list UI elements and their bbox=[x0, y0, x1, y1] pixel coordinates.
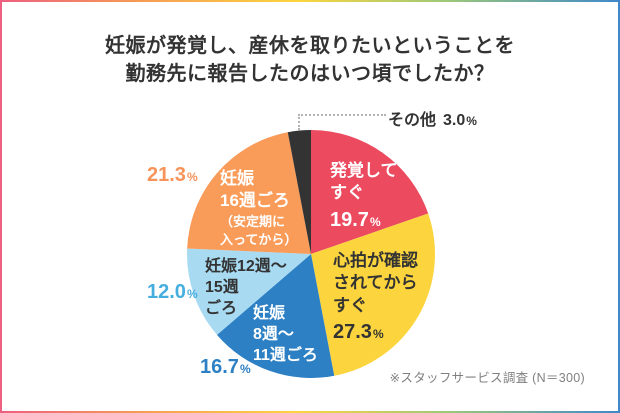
shinpaku-line2: されてから bbox=[333, 273, 418, 293]
sonota-percent-sign: % bbox=[466, 114, 477, 128]
chart-title-line2: 勤務先に報告したのはいつ頃でしたか？ bbox=[125, 63, 495, 85]
ninshin8-value: 16.7 bbox=[200, 356, 239, 378]
pct-label-ninshin-12-15shu: 12.0% bbox=[147, 281, 198, 304]
shinpaku-value: 27.3 bbox=[333, 321, 372, 344]
slice-label-shinpaku-kakunin: 心拍が確認 されてから すぐ 27.3% bbox=[333, 250, 418, 344]
sonota-label: その他 bbox=[388, 112, 437, 129]
ninshin12-line3: ごろ bbox=[205, 300, 238, 318]
ninshin12-line2: 15週 bbox=[205, 279, 239, 297]
source-note: ※スタッフサービス調査 (N＝300) bbox=[389, 371, 585, 385]
ninshin8-line3: 11週ごろ bbox=[253, 347, 318, 365]
ninshin16-sub-line2: 入ってから） bbox=[220, 232, 298, 248]
chart-title: 妊娠が発覚し、産休を取りたいということを 勤務先に報告したのはいつ頃でしたか？ bbox=[2, 32, 618, 88]
ninshin8-percent-sign: % bbox=[239, 362, 251, 376]
hakkaku-value: 19.7 bbox=[330, 208, 369, 231]
ninshin16-value: 21.3 bbox=[147, 164, 186, 186]
hakkaku-line1: 発覚して bbox=[330, 161, 398, 180]
pie-slice-sonota bbox=[287, 130, 311, 254]
pct-label-ninshin-8-11shu: 16.7% bbox=[200, 356, 251, 379]
ninshin16-percent-sign: % bbox=[186, 170, 198, 184]
ninshin12-line1: 妊娠12週〜 bbox=[205, 258, 287, 275]
shinpaku-line3: すぐ bbox=[333, 295, 367, 315]
sonota-value: 3.0 bbox=[443, 112, 466, 129]
pie-slice-ninshin-16shu bbox=[187, 132, 311, 254]
ninshin12-value: 12.0 bbox=[147, 281, 186, 303]
ninshin12-percent-sign: % bbox=[186, 287, 198, 301]
callout-leader-horizontal bbox=[298, 114, 386, 116]
slice-label-ninshin-8-11shu: 妊娠 8週〜 11週ごろ bbox=[253, 303, 318, 366]
pie-chart bbox=[187, 130, 435, 378]
ninshin8-line1: 妊娠 bbox=[253, 305, 286, 322]
pie-slice-ninshin-8-11shu bbox=[216, 254, 335, 378]
ninshin8-line2: 8週〜 bbox=[253, 326, 294, 344]
slice-label-ninshin-12-15shu: 妊娠12週〜 15週 ごろ bbox=[205, 256, 287, 319]
slice-label-hakkaku-sugu: 発覚して すぐ 19.7% bbox=[330, 160, 398, 232]
pie-slice-hakkaku-sugu bbox=[311, 130, 429, 254]
shinpaku-line1: 心拍が確認 bbox=[333, 251, 418, 270]
slice-label-ninshin-16shu: 妊娠 16週ごろ （安定期に 入ってから） bbox=[220, 168, 297, 249]
hakkaku-percent-sign: % bbox=[369, 214, 381, 229]
chart-title-line1: 妊娠が発覚し、産休を取りたいということを bbox=[105, 35, 515, 57]
hakkaku-line2: すぐ bbox=[330, 183, 364, 203]
pct-label-ninshin-16shu: 21.3% bbox=[147, 164, 198, 187]
ninshin16-line1: 妊娠 bbox=[220, 169, 254, 188]
shinpaku-percent-sign: % bbox=[372, 327, 384, 342]
pie-slice-ninshin-12-15shu bbox=[187, 248, 311, 335]
callout-leader-vertical bbox=[298, 114, 300, 130]
ninshin16-line2: 16週ごろ bbox=[220, 191, 290, 211]
ninshin16-sub-line1: （安定期に bbox=[220, 213, 286, 229]
pie-slice-shinpaku-kakunin bbox=[311, 213, 435, 376]
callout-sonota: その他 3.0% bbox=[388, 106, 477, 130]
